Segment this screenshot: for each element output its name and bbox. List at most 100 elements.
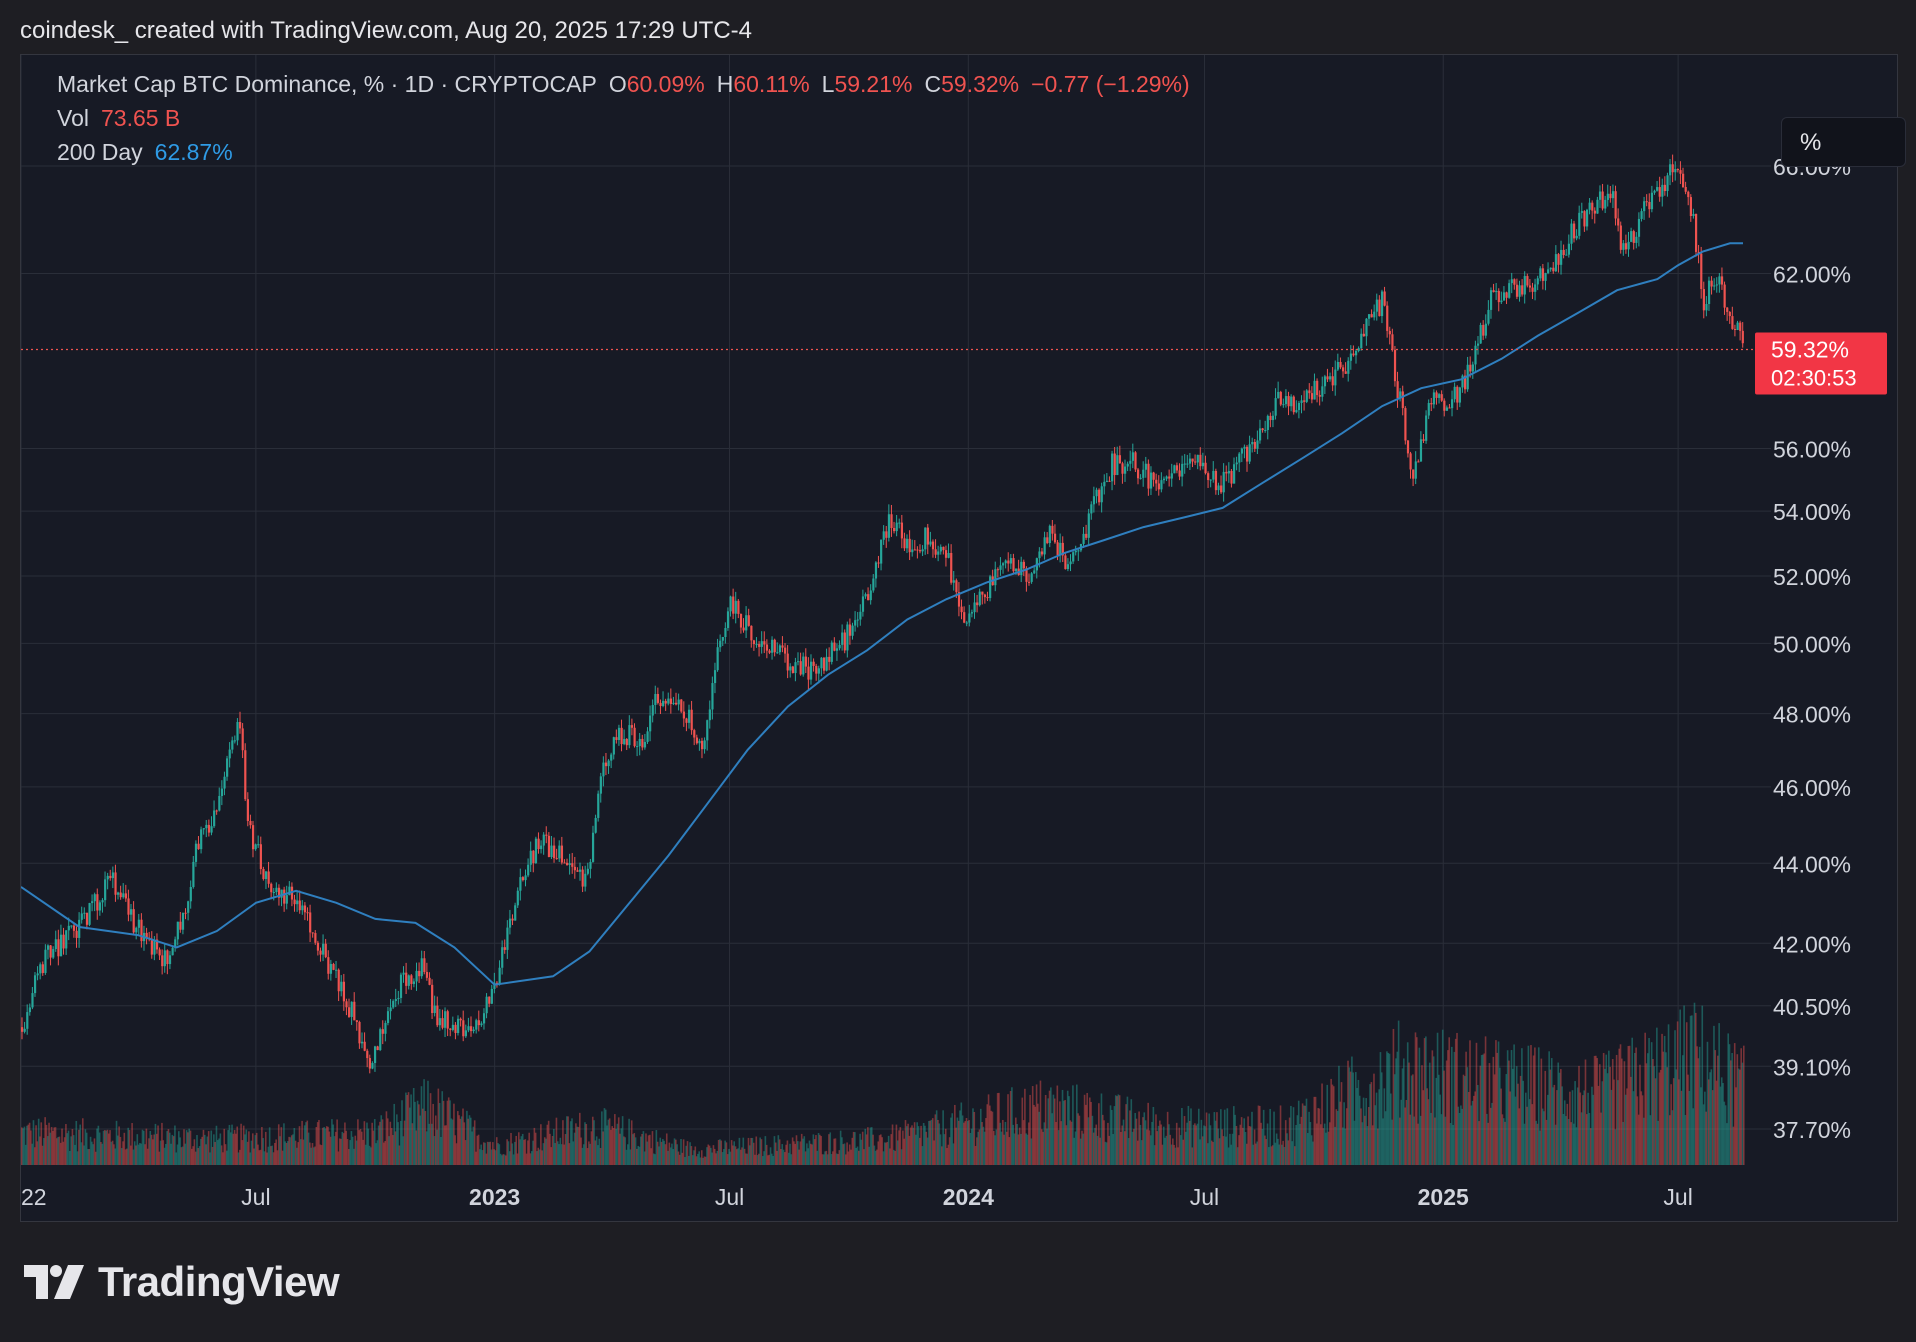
volume-bar xyxy=(1278,1144,1281,1165)
candle-body xyxy=(1149,472,1153,489)
volume-bar xyxy=(268,1127,271,1165)
volume-bar xyxy=(329,1136,332,1165)
candle-body xyxy=(1588,202,1591,210)
volume-bar xyxy=(290,1135,293,1165)
volume-bar xyxy=(1326,1084,1329,1165)
volume-bar xyxy=(845,1154,847,1165)
volume-bar xyxy=(92,1144,94,1165)
candle-body xyxy=(838,644,841,649)
volume-bar xyxy=(276,1150,279,1165)
price-tag-value: 59.32% xyxy=(1771,337,1849,363)
candle-body xyxy=(1173,465,1176,474)
volume-bar xyxy=(559,1137,562,1165)
candle-body xyxy=(820,657,823,669)
candle-body xyxy=(239,721,242,729)
candle-body xyxy=(591,832,595,862)
candle-body xyxy=(1191,458,1194,462)
volume-bar xyxy=(425,1131,428,1165)
volume-bar xyxy=(1204,1126,1207,1165)
candle-body xyxy=(137,919,140,928)
volume-bar xyxy=(1697,1058,1700,1165)
volume-bar xyxy=(323,1126,325,1165)
candle-body xyxy=(254,844,257,850)
percent-scale-button[interactable]: % xyxy=(1781,117,1906,167)
candle-body xyxy=(213,810,216,827)
candle-body xyxy=(955,580,958,593)
volume-bar xyxy=(215,1125,218,1165)
volume-bar xyxy=(91,1141,93,1165)
candle-body xyxy=(1212,470,1215,480)
volume-bar xyxy=(28,1122,31,1165)
price-chart[interactable]: 66.00%62.00%56.00%54.00%52.00%50.00%48.0… xyxy=(21,55,1897,1221)
volume-bar xyxy=(1535,1120,1537,1165)
volume-bar xyxy=(178,1131,180,1165)
volume-bar xyxy=(1652,1058,1654,1165)
candle-body xyxy=(184,912,187,914)
volume-bar xyxy=(1358,1095,1361,1165)
candle-body xyxy=(516,890,519,906)
volume-bar xyxy=(1319,1124,1322,1165)
volume-bar xyxy=(1166,1111,1169,1165)
candle-body xyxy=(1396,381,1399,399)
volume-bar xyxy=(1486,1113,1488,1165)
volume-bar xyxy=(756,1155,759,1165)
volume-bar xyxy=(533,1127,536,1165)
y-tick-label: 46.00% xyxy=(1773,775,1851,801)
candle-body xyxy=(607,760,610,767)
volume-bar xyxy=(734,1146,737,1165)
candle-body xyxy=(573,866,577,871)
chart-panel[interactable]: 66.00% 62.00% 56.00% 54.00% 52.00% 50.00% 48.0… xyxy=(20,54,1906,1222)
volume-bar xyxy=(815,1135,817,1165)
volume-bar xyxy=(1574,1081,1576,1165)
volume-bar xyxy=(989,1105,991,1165)
volume-bar xyxy=(1161,1144,1164,1165)
candle-body xyxy=(83,912,86,914)
volume-bar xyxy=(730,1140,733,1165)
volume-bar xyxy=(1087,1117,1090,1165)
volume-bar xyxy=(1583,1090,1585,1165)
volume-bar xyxy=(312,1147,315,1165)
candle-body xyxy=(122,893,125,898)
volume-bar xyxy=(1430,1112,1432,1165)
candle-body xyxy=(467,1026,470,1031)
volume-bar xyxy=(1153,1145,1156,1165)
volume-bar xyxy=(1648,1037,1650,1165)
legend-volume-row[interactable]: Vol 73.65 B xyxy=(57,105,180,132)
volume-bar xyxy=(1526,1106,1528,1165)
volume-bar xyxy=(562,1120,564,1165)
candle-body xyxy=(1144,463,1147,470)
candle-body xyxy=(791,666,795,674)
volume-bar xyxy=(1235,1125,1238,1165)
volume-bar xyxy=(1142,1117,1144,1165)
candle-body xyxy=(690,709,693,731)
volume-bar xyxy=(893,1149,895,1165)
volume-bar xyxy=(1025,1133,1027,1165)
volume-bar xyxy=(458,1115,460,1165)
volume-bar xyxy=(1229,1133,1231,1165)
candle-body xyxy=(425,971,429,978)
candle-body xyxy=(1627,241,1630,250)
candle-body xyxy=(854,620,857,626)
volume-bar xyxy=(553,1128,555,1165)
candle-body xyxy=(931,541,935,550)
volume-bar xyxy=(541,1150,543,1165)
volume-bar xyxy=(1323,1123,1326,1165)
candle-body xyxy=(423,958,426,972)
legend-ma-row[interactable]: 200 Day 62.87% xyxy=(57,139,233,166)
candle-body xyxy=(1142,469,1145,478)
volume-bar xyxy=(808,1140,811,1165)
volume-bar xyxy=(405,1092,407,1165)
candle-body xyxy=(566,862,569,866)
volume-bar xyxy=(37,1118,40,1165)
volume-bar xyxy=(877,1141,880,1165)
candle-body xyxy=(91,901,94,904)
volume-bar xyxy=(255,1132,258,1165)
candle-body xyxy=(898,522,901,524)
symbol-title[interactable]: Market Cap BTC Dominance, % · 1D · CRYPT… xyxy=(57,71,597,97)
volume-bar xyxy=(1148,1130,1151,1165)
volume-bar xyxy=(1306,1133,1309,1165)
volume-bar xyxy=(1452,1125,1454,1165)
volume-bar xyxy=(1550,1058,1553,1165)
candle-body xyxy=(1383,291,1386,306)
volume-bar xyxy=(931,1118,934,1165)
